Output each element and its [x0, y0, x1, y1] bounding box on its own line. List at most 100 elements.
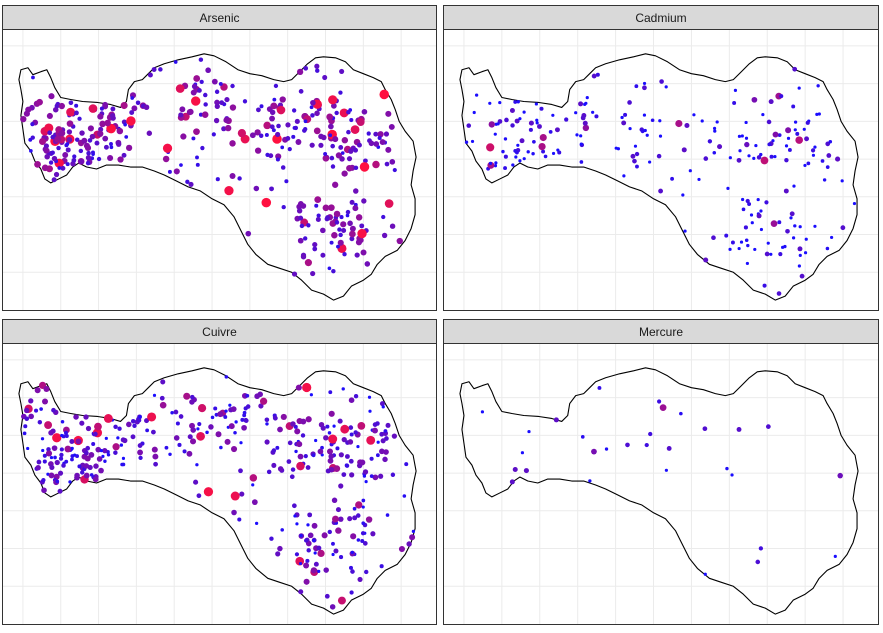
sample-point [766, 119, 772, 125]
sample-point [117, 426, 122, 431]
sample-point [353, 165, 359, 171]
sample-point [336, 244, 340, 249]
sample-point [364, 569, 369, 575]
sample-point [109, 145, 114, 150]
sample-point [357, 422, 366, 430]
sample-point [738, 149, 742, 153]
sample-point [595, 72, 600, 77]
sample-point [713, 129, 717, 133]
sample-point [383, 131, 390, 137]
sample-point [349, 590, 354, 595]
sample-point [355, 214, 363, 221]
sample-point [193, 75, 201, 82]
sample-point [658, 134, 663, 138]
sample-point [196, 431, 205, 441]
sample-point [70, 446, 74, 451]
sample-point [840, 225, 846, 231]
sample-point [296, 461, 305, 471]
sample-point [104, 436, 108, 440]
sample-point [488, 121, 495, 128]
sample-point [755, 559, 761, 565]
sample-point [196, 493, 202, 499]
sample-point [307, 512, 313, 518]
sample-point [117, 156, 124, 163]
sample-point [779, 94, 784, 99]
sample-point [305, 465, 311, 470]
sample-point [83, 450, 89, 456]
sample-point [87, 125, 94, 132]
sample-point [314, 203, 319, 208]
sample-point [98, 467, 104, 474]
sample-point [298, 561, 303, 566]
sample-point [833, 554, 837, 558]
sample-point [99, 449, 103, 453]
sample-point [68, 100, 74, 106]
sample-point [269, 109, 276, 116]
sample-point [588, 479, 592, 483]
sample-point [317, 569, 321, 573]
sample-point [392, 168, 397, 173]
sample-point [791, 104, 796, 109]
sample-point [275, 157, 280, 162]
sample-point [340, 151, 345, 155]
sample-point [539, 106, 544, 111]
sample-point [48, 430, 54, 436]
sample-point [84, 144, 92, 152]
sample-point [621, 120, 627, 126]
sample-point [299, 533, 303, 538]
panel-title: Mercure [638, 324, 683, 339]
sample-point [376, 440, 380, 444]
sample-point [352, 205, 359, 212]
sample-point [793, 128, 797, 132]
sample-point [711, 235, 716, 241]
grid-lines [444, 30, 878, 310]
sample-point [316, 213, 321, 218]
sample-point [702, 426, 708, 432]
sample-point [193, 128, 200, 136]
sample-point [335, 446, 340, 451]
sample-point [349, 199, 355, 205]
grid-lines [3, 30, 436, 310]
sample-point [548, 130, 553, 134]
sample-point [368, 140, 375, 147]
sample-point [37, 420, 43, 425]
sample-point [726, 186, 730, 190]
sample-point [51, 407, 56, 413]
sample-point [354, 252, 360, 258]
sample-point [294, 428, 301, 435]
sample-point [379, 139, 386, 146]
sample-point [66, 136, 73, 143]
sample-point [338, 516, 344, 522]
sample-point [338, 452, 344, 458]
sample-point [195, 162, 200, 167]
sample-point [326, 448, 334, 455]
sample-point [379, 564, 384, 569]
sample-point [303, 236, 308, 241]
sample-point [332, 181, 339, 188]
sample-point [730, 473, 734, 477]
sample-point [327, 431, 332, 435]
sample-point [744, 141, 750, 148]
sample-point [215, 431, 222, 438]
sample-point [623, 112, 628, 117]
sample-point [264, 417, 270, 423]
sample-point [85, 425, 92, 432]
sample-point [346, 109, 351, 115]
sample-point [239, 441, 243, 445]
sample-point [99, 106, 105, 111]
sample-point [92, 431, 98, 437]
sample-point [198, 112, 204, 117]
sample-point [59, 447, 64, 452]
sample-point [173, 60, 178, 64]
sample-point [758, 546, 764, 551]
sample-point [293, 514, 297, 518]
region-outline [18, 367, 417, 615]
sample-point [294, 118, 300, 124]
sample-point [759, 227, 764, 232]
sample-point [34, 387, 41, 394]
sample-point [797, 246, 803, 252]
sample-point [185, 179, 190, 184]
sample-point [361, 505, 365, 509]
sample-point [820, 159, 825, 163]
sample-point [526, 150, 530, 154]
